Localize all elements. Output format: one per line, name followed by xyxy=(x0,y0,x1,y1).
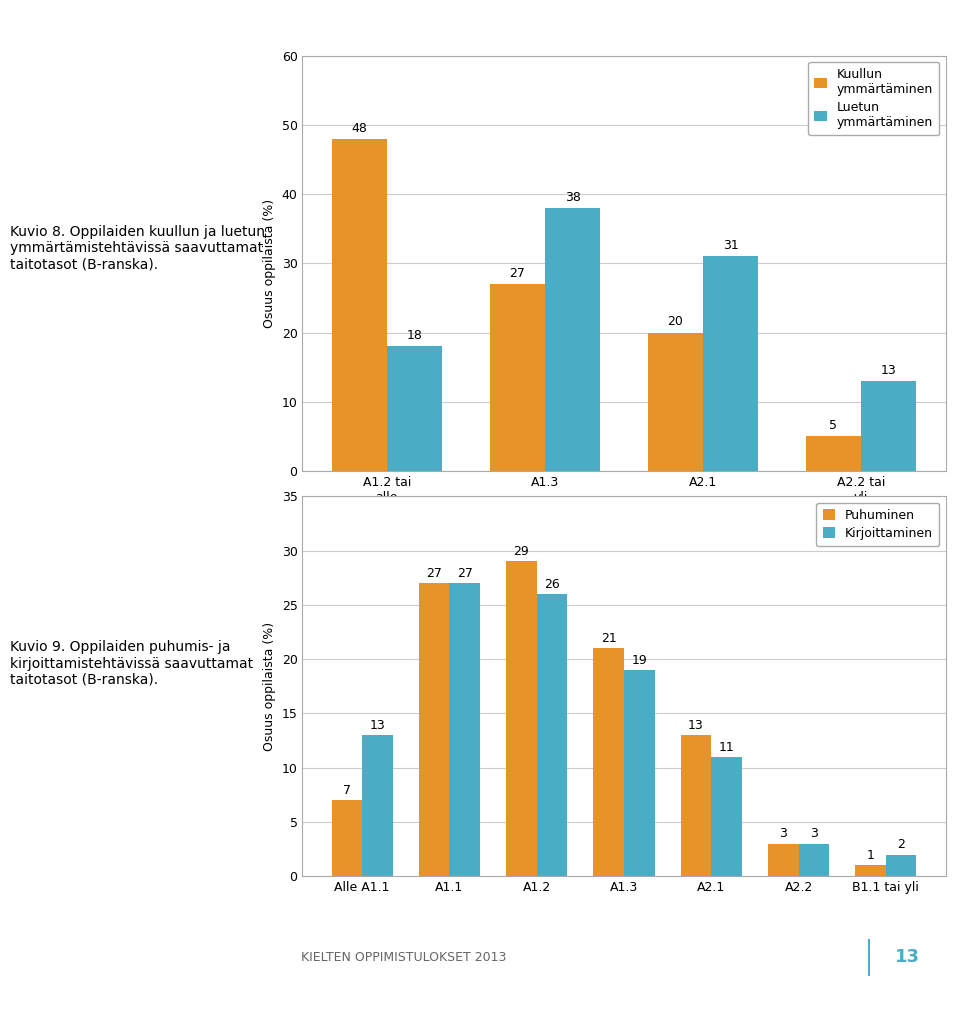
Bar xyxy=(886,855,917,876)
Text: 13: 13 xyxy=(881,364,897,377)
Text: Kuvio 8. Oppilaiden kuullun ja luetun
ymmärtämistehtävissä saavuttamat
taitotaso: Kuvio 8. Oppilaiden kuullun ja luetun ym… xyxy=(10,225,265,271)
Text: 31: 31 xyxy=(723,239,738,252)
Bar xyxy=(855,865,886,876)
Text: 19: 19 xyxy=(632,653,647,667)
Bar xyxy=(545,208,600,471)
Text: 27: 27 xyxy=(510,267,525,280)
Text: 3: 3 xyxy=(780,828,787,841)
Bar xyxy=(387,346,443,471)
Bar xyxy=(593,648,624,876)
Bar xyxy=(768,844,799,876)
Text: 13: 13 xyxy=(895,948,920,966)
Text: 11: 11 xyxy=(719,741,734,754)
Bar xyxy=(331,800,362,876)
Legend: Puhuminen, Kirjoittaminen: Puhuminen, Kirjoittaminen xyxy=(816,502,939,546)
Text: 21: 21 xyxy=(601,632,616,645)
Bar xyxy=(711,757,742,876)
Bar xyxy=(362,735,393,876)
Text: 13: 13 xyxy=(688,719,704,731)
Text: 38: 38 xyxy=(564,190,581,204)
Text: 20: 20 xyxy=(667,315,684,328)
Text: 2: 2 xyxy=(898,839,905,851)
Y-axis label: Osuus oppilaista (%): Osuus oppilaista (%) xyxy=(263,199,276,328)
Text: 27: 27 xyxy=(457,567,472,579)
Bar xyxy=(490,284,545,471)
Text: 18: 18 xyxy=(407,329,422,342)
Bar xyxy=(537,594,567,876)
Bar xyxy=(703,256,758,471)
Bar xyxy=(799,844,829,876)
Text: 13: 13 xyxy=(370,719,385,731)
Text: 7: 7 xyxy=(343,784,351,797)
Text: 3: 3 xyxy=(810,828,818,841)
Bar xyxy=(861,381,917,471)
Text: 26: 26 xyxy=(544,577,560,591)
Bar xyxy=(624,670,655,876)
Text: 27: 27 xyxy=(426,567,443,579)
Text: 1: 1 xyxy=(867,849,875,862)
Bar xyxy=(331,139,387,471)
Bar xyxy=(681,735,711,876)
Text: 29: 29 xyxy=(514,545,529,558)
Bar xyxy=(648,332,703,471)
Text: 5: 5 xyxy=(829,419,837,433)
Bar xyxy=(449,583,480,876)
Y-axis label: Osuus oppilaista (%): Osuus oppilaista (%) xyxy=(263,622,276,751)
Text: 48: 48 xyxy=(351,122,368,135)
Bar xyxy=(506,561,537,876)
Text: Kuvio 9. Oppilaiden puhumis- ja
kirjoittamistehtävissä saavuttamat
taitotasot (B: Kuvio 9. Oppilaiden puhumis- ja kirjoitt… xyxy=(10,640,252,687)
Text: KIELTEN OPPIMISTULOKSET 2013: KIELTEN OPPIMISTULOKSET 2013 xyxy=(300,951,506,963)
Bar xyxy=(419,583,449,876)
Bar xyxy=(805,437,861,471)
Legend: Kuullun
ymmärtäminen, Luetun
ymmärtäminen: Kuullun ymmärtäminen, Luetun ymmärtämine… xyxy=(808,62,939,136)
